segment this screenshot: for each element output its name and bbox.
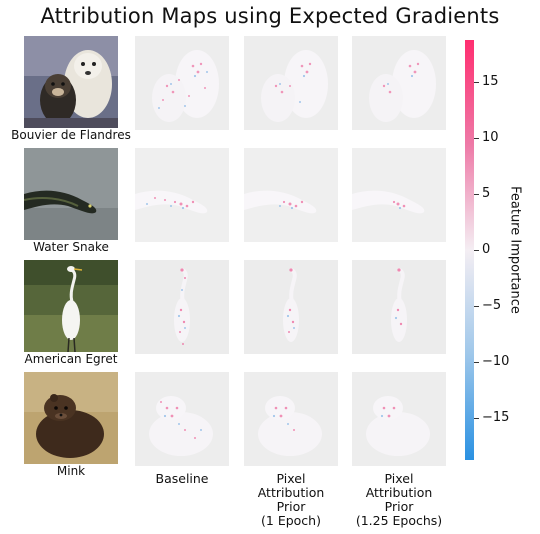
colorbar-tick-label: −15 <box>482 410 510 425</box>
colorbar-tick <box>474 250 479 251</box>
source-image-american-egret <box>24 260 118 352</box>
row-label-water-snake: Water Snake <box>33 240 109 254</box>
attribution-map-water-snake-baseline <box>135 148 229 242</box>
attribution-map-american-egret-prior-1-epoch <box>244 260 338 354</box>
column-label-line: Prior <box>384 499 414 514</box>
colorbar <box>465 40 474 460</box>
colorbar-tick <box>474 306 479 307</box>
attribution-map-mink-prior-1-25-epochs <box>352 372 446 466</box>
source-image-water-snake <box>24 148 118 240</box>
attribution-map-american-egret-baseline <box>135 260 229 354</box>
colorbar-tick-label: 10 <box>482 130 499 145</box>
row-label-american-egret: American Egret <box>24 352 118 366</box>
column-label-prior-1-25-epochs: Pixel Attribution Prior (1.25 Epochs) <box>344 472 454 528</box>
column-label-line: (1 Epoch) <box>261 513 321 528</box>
colorbar-tick-label: −10 <box>482 354 510 369</box>
attribution-map-bouvier-prior-1-epoch <box>244 36 338 130</box>
attribution-map-mink-prior-1-epoch <box>244 372 338 466</box>
colorbar-tick-label: −5 <box>482 298 502 313</box>
colorbar-tick <box>474 194 479 195</box>
colorbar-tick-label: 15 <box>482 74 499 89</box>
attribution-map-mink-baseline <box>135 372 229 466</box>
row-label-mink: Mink <box>56 464 86 478</box>
source-image-bouvier <box>24 36 118 128</box>
column-label-line: (1.25 Epochs) <box>355 513 443 528</box>
column-label-line: Pixel <box>384 471 414 486</box>
attribution-map-bouvier-baseline <box>135 36 229 130</box>
column-label-line: Pixel <box>276 471 306 486</box>
colorbar-tick <box>474 418 479 419</box>
attribution-map-water-snake-prior-1-epoch <box>244 148 338 242</box>
colorbar-tick <box>474 82 479 83</box>
column-label-prior-1-epoch: Pixel Attribution Prior (1 Epoch) <box>236 472 346 528</box>
column-label-line: Prior <box>276 499 306 514</box>
colorbar-tick-label: 0 <box>482 242 491 257</box>
figure-title: Attribution Maps using Expected Gradient… <box>40 4 500 28</box>
column-label-line: Baseline <box>155 471 209 486</box>
colorbar-label: Feature Importance <box>507 186 523 314</box>
attribution-map-bouvier-prior-1-25-epochs <box>352 36 446 130</box>
column-label-line: Attribution <box>365 485 433 500</box>
colorbar-tick <box>474 362 479 363</box>
attribution-map-american-egret-prior-1-25-epochs <box>352 260 446 354</box>
source-image-mink <box>24 372 118 464</box>
colorbar-tick-label: 5 <box>482 186 491 201</box>
attribution-map-water-snake-prior-1-25-epochs <box>352 148 446 242</box>
column-label-baseline: Baseline <box>127 472 237 486</box>
column-label-line: Attribution <box>257 485 325 500</box>
row-label-bouvier: Bouvier de Flandres <box>11 128 131 142</box>
colorbar-tick <box>474 138 479 139</box>
